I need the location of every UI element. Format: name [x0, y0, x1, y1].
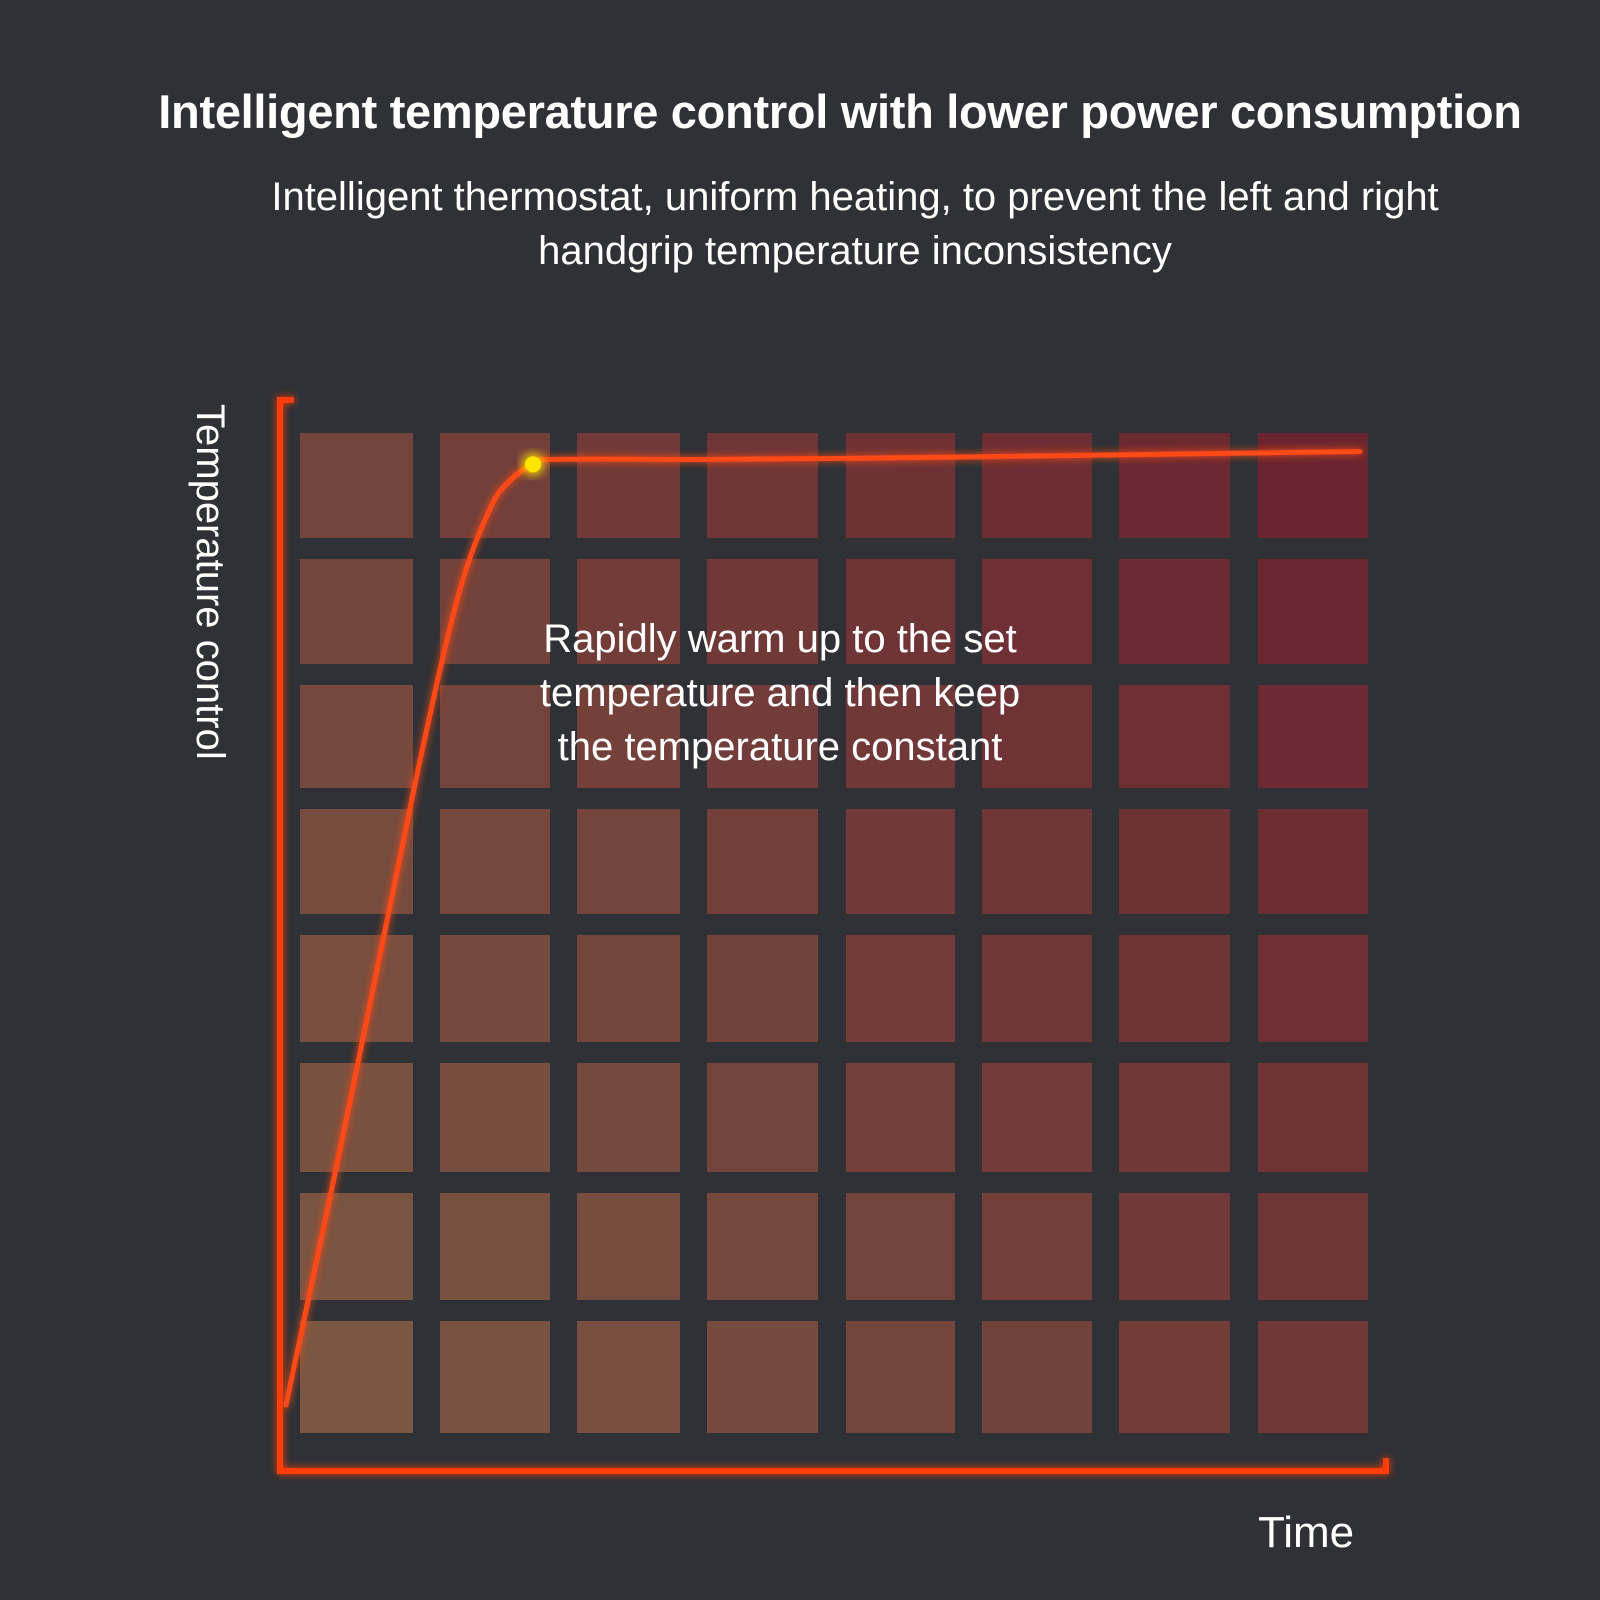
grid-cell — [1119, 559, 1230, 664]
subtitle-line-1: Intelligent thermostat, uniform heating,… — [271, 175, 1439, 219]
grid-cell — [846, 1321, 955, 1433]
grid-cell — [577, 559, 680, 664]
grid-cell — [982, 1063, 1092, 1172]
grid-cell — [707, 433, 818, 538]
grid-cell — [982, 433, 1092, 538]
grid-cell — [982, 935, 1092, 1042]
grid-cell — [300, 1193, 413, 1300]
grid-cell — [846, 433, 955, 538]
series-line-1 — [283, 449, 1363, 1408]
grid-cell — [440, 559, 550, 664]
grid-cell — [1258, 433, 1368, 538]
grid-cell — [577, 685, 680, 788]
page-title: Intelligent temperature control with low… — [158, 85, 1522, 138]
grid-cell — [1258, 935, 1368, 1042]
grid-cell — [577, 433, 680, 538]
grid-cell — [846, 1193, 955, 1300]
page-subtitle: Intelligent thermostat, uniform heating,… — [200, 170, 1510, 278]
annotation-line-3: the temperature constant — [557, 725, 1003, 769]
grid-cell — [300, 685, 413, 788]
grid-cell — [707, 1063, 818, 1172]
chart-grid — [300, 433, 1368, 1433]
setpoint-marker — [525, 456, 542, 473]
grid-cell — [300, 1321, 413, 1433]
grid-cell — [846, 935, 955, 1042]
grid-cell — [982, 809, 1092, 914]
grid-cell — [1119, 1321, 1230, 1433]
grid-cell — [1119, 935, 1230, 1042]
grid-cell — [577, 1063, 680, 1172]
y-axis-label: Temperature control — [188, 404, 232, 760]
chart-axes — [277, 397, 1389, 1474]
grid-cell — [440, 433, 550, 538]
axis-lines — [277, 397, 1389, 1474]
grid-cell — [440, 1321, 550, 1433]
grid-cell — [982, 1321, 1092, 1433]
grid-cell — [707, 935, 818, 1042]
grid-cell — [1258, 559, 1368, 664]
grid-cell — [846, 685, 955, 788]
chart-series — [283, 449, 1363, 1408]
grid-cell — [1258, 685, 1368, 788]
grid-cell — [1119, 809, 1230, 914]
grid-cell — [846, 809, 955, 914]
grid-cell — [982, 685, 1092, 788]
grid-cell — [577, 1193, 680, 1300]
grid-cell — [440, 1063, 550, 1172]
x-axis-label: Time — [1258, 1508, 1355, 1557]
grid-cell — [1258, 1321, 1368, 1433]
grid-cell — [300, 935, 413, 1042]
grid-cell — [1119, 433, 1230, 538]
grid-cell — [440, 1193, 550, 1300]
chart-annotation: Rapidly warm up to the set temperature a… — [500, 612, 1060, 774]
grid-cell — [1119, 1063, 1230, 1172]
grid-cell — [300, 809, 413, 914]
grid-cell — [440, 809, 550, 914]
grid-cell — [577, 1321, 680, 1433]
grid-cell — [982, 559, 1092, 664]
grid-cell — [707, 809, 818, 914]
grid-cell — [1258, 1063, 1368, 1172]
grid-cell — [1119, 685, 1230, 788]
annotation-line-1: Rapidly warm up to the set — [543, 617, 1017, 661]
grid-cell — [707, 1321, 818, 1433]
grid-cell — [707, 559, 818, 664]
grid-cell — [1119, 1193, 1230, 1300]
grid-cell — [1258, 1193, 1368, 1300]
grid-cell — [300, 559, 413, 664]
grid-cell — [300, 433, 413, 538]
grid-cell — [707, 1193, 818, 1300]
grid-cell — [846, 559, 955, 664]
grid-cell — [982, 1193, 1092, 1300]
annotation-line-2: temperature and then keep — [539, 671, 1021, 715]
grid-cell — [440, 935, 550, 1042]
grid-cell — [577, 935, 680, 1042]
grid-cell — [846, 1063, 955, 1172]
grid-cell — [440, 685, 550, 788]
grid-cell — [577, 809, 680, 914]
grid-cell — [707, 685, 818, 788]
grid-cell — [1258, 809, 1368, 914]
subtitle-line-2: handgrip temperature inconsistency — [538, 229, 1172, 273]
